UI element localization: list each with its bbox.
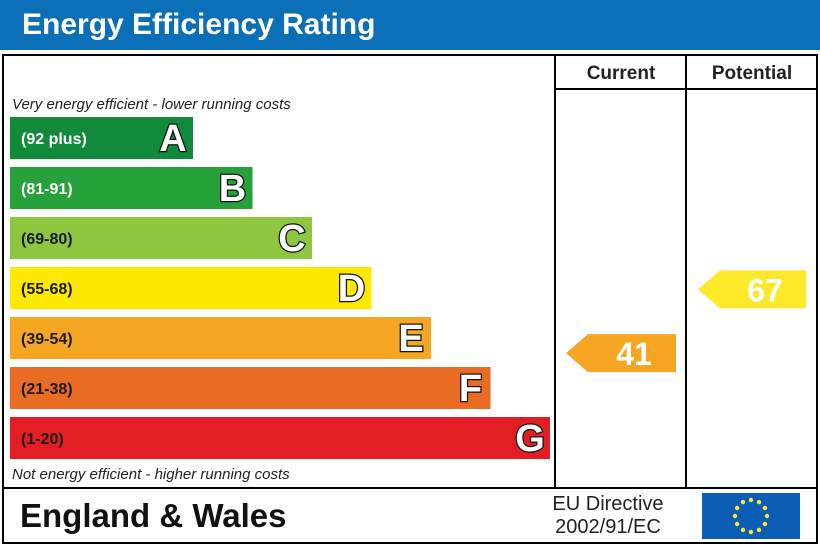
- eu-star-icon: [756, 527, 762, 533]
- band-b-letter: B: [219, 168, 246, 210]
- chart-frame: [2, 54, 818, 544]
- eu-star-icon: [762, 521, 768, 527]
- band-g-range: (1-20): [21, 431, 64, 448]
- band-c-letter: C: [278, 218, 305, 260]
- eu-star-icon: [762, 505, 768, 511]
- eu-star-icon: [764, 513, 770, 519]
- footer-directive-line2: 2002/91/EC: [555, 516, 661, 538]
- eu-star-icon: [748, 529, 754, 535]
- band-a-letter: A: [159, 118, 186, 160]
- band-a-range: (92 plus): [21, 131, 87, 148]
- eu-star-icon: [748, 497, 754, 503]
- band-f-range: (21-38): [21, 381, 73, 398]
- band-g-bar: [10, 417, 550, 459]
- potential-rating-arrow: [698, 270, 806, 309]
- band-e-range: (39-54): [21, 331, 73, 348]
- current-rating-value: 41: [616, 336, 652, 372]
- band-d-letter: D: [338, 268, 365, 310]
- band-c-bar: [10, 217, 312, 259]
- header-bar: Energy Efficiency Rating: [0, 0, 820, 50]
- note-bottom: Not energy efficient - higher running co…: [12, 466, 290, 483]
- band-f-letter: F: [459, 368, 482, 410]
- column-header-current: Current: [587, 63, 656, 84]
- rating-arrows: 41 67: [566, 270, 806, 373]
- band-e-bar: [10, 317, 431, 359]
- chart-title: Energy Efficiency Rating: [22, 8, 376, 41]
- band-d-bar: [10, 267, 372, 309]
- band-e-letter: E: [398, 318, 423, 360]
- potential-rating-value: 67: [747, 272, 783, 308]
- footer-region: England & Wales: [20, 497, 286, 534]
- band-a-bar: [10, 117, 193, 159]
- rating-bands: (92 plus) A (81-91) B (69-80) C (55-68) D (39-54…: [10, 117, 550, 461]
- current-rating-arrow: [566, 334, 676, 373]
- eu-star-icon: [740, 499, 746, 505]
- band-b-bar: [10, 167, 253, 209]
- note-top: Very energy efficient - lower running co…: [12, 96, 291, 113]
- eu-star-icon: [756, 499, 762, 505]
- band-g-letter: G: [515, 418, 545, 460]
- column-header-potential: Potential: [712, 63, 792, 84]
- eu-star-icon: [740, 527, 746, 533]
- footer-directive-line1: EU Directive: [552, 493, 663, 515]
- band-d-range: (55-68): [21, 281, 73, 298]
- eu-stars-icon: [732, 497, 770, 535]
- eu-star-icon: [732, 513, 738, 519]
- band-c-range: (69-80): [21, 231, 73, 248]
- eu-star-icon: [734, 505, 740, 511]
- band-f-bar: [10, 367, 491, 409]
- eu-star-icon: [734, 521, 740, 527]
- band-b-range: (81-91): [21, 181, 73, 198]
